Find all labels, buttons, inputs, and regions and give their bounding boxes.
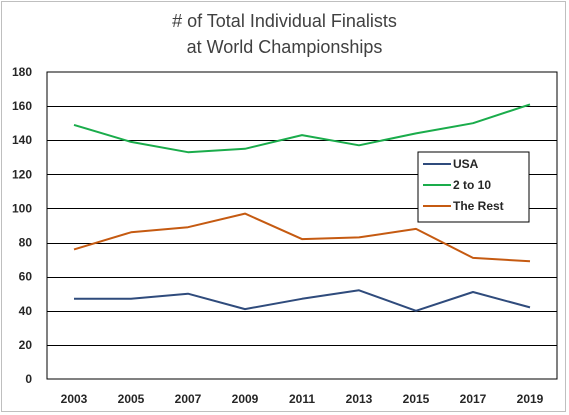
y-tick-label: 180	[12, 65, 32, 79]
x-tick-label: 2011	[289, 392, 315, 406]
legend-label: The Rest	[453, 199, 504, 213]
x-tick-label: 2019	[517, 392, 544, 406]
series-line-2-to-10	[73, 103, 531, 154]
gridlines	[46, 71, 558, 380]
legend-label: 2 to 10	[453, 178, 491, 192]
y-tick-label: 120	[12, 167, 32, 181]
x-tick-label: 2007	[175, 392, 202, 406]
legend: USA 2 to 10 The Rest	[417, 151, 530, 223]
x-axis-ticks: 2003 2005 2007 2009 2011 2013 2015 2017 2019	[61, 392, 544, 406]
y-tick-label: 60	[19, 270, 33, 284]
series-line-usa	[74, 289, 531, 312]
y-tick-label: 100	[12, 201, 32, 215]
legend-label: USA	[453, 157, 479, 171]
y-tick-label: 160	[12, 99, 32, 113]
series-lines	[73, 103, 531, 312]
series-line-the-rest	[73, 212, 531, 263]
y-tick-label: 80	[19, 236, 33, 250]
x-tick-label: 2005	[118, 392, 145, 406]
x-tick-label: 2003	[61, 392, 88, 406]
y-tick-label: 20	[19, 338, 33, 352]
chart-title-line-1: # of Total Individual Finalists	[172, 11, 397, 31]
y-tick-label: 40	[19, 304, 33, 318]
x-tick-label: 2009	[232, 392, 259, 406]
x-tick-label: 2017	[460, 392, 487, 406]
y-tick-label: 140	[12, 133, 32, 147]
y-tick-label: 0	[25, 372, 32, 386]
y-axis-ticks: 0 20 40 60 80 100 120 140 160 180	[12, 65, 32, 386]
x-tick-label: 2015	[403, 392, 430, 406]
x-tick-label: 2013	[346, 392, 373, 406]
chart-title-line-2: at World Championships	[186, 37, 383, 57]
plot-area-border	[46, 71, 558, 380]
